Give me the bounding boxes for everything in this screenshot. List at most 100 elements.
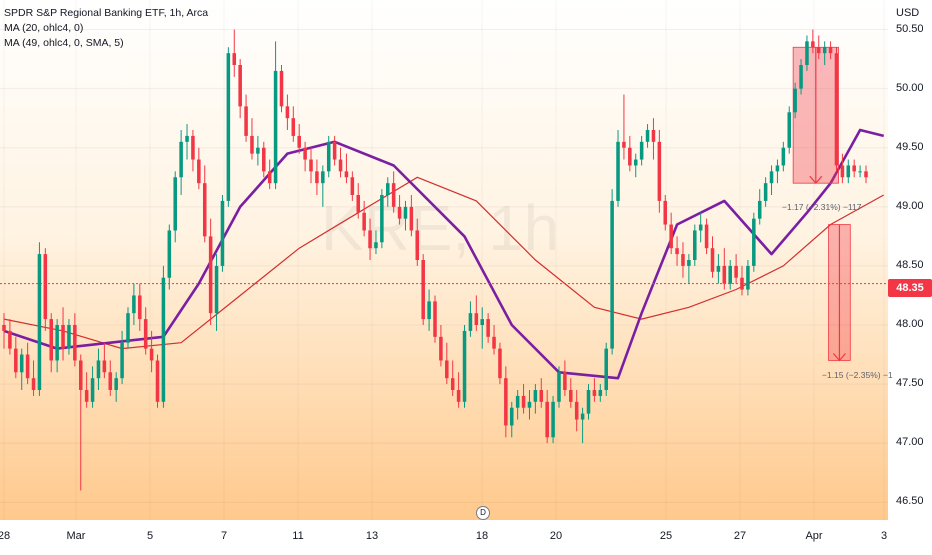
candle[interactable]: [84, 372, 89, 408]
candle[interactable]: [633, 153, 638, 178]
candle[interactable]: [515, 390, 520, 420]
dividend-marker[interactable]: D: [476, 506, 490, 520]
candle[interactable]: [480, 307, 485, 349]
candle[interactable]: [49, 313, 54, 373]
candle[interactable]: [551, 395, 555, 444]
candle[interactable]: [580, 407, 585, 444]
candle[interactable]: [504, 366, 508, 438]
candle[interactable]: [285, 94, 290, 130]
candle[interactable]: [427, 289, 431, 331]
candle[interactable]: [775, 159, 780, 184]
candle[interactable]: [734, 254, 738, 284]
candle[interactable]: [297, 124, 301, 154]
candle[interactable]: [273, 41, 278, 190]
candle[interactable]: [698, 212, 703, 243]
candle[interactable]: [350, 171, 355, 201]
candle[interactable]: [675, 236, 679, 266]
candle[interactable]: [120, 330, 124, 385]
candle[interactable]: [527, 390, 532, 420]
candle[interactable]: [73, 313, 77, 367]
candle[interactable]: [415, 218, 420, 266]
candle[interactable]: [722, 248, 727, 290]
candle[interactable]: [840, 153, 845, 184]
candle[interactable]: [716, 254, 721, 284]
candle[interactable]: [138, 283, 142, 331]
candle[interactable]: [757, 189, 762, 225]
candle[interactable]: [126, 307, 130, 349]
candle[interactable]: [728, 260, 732, 290]
candle[interactable]: [179, 130, 183, 195]
candle[interactable]: [569, 378, 573, 408]
candle[interactable]: [326, 135, 331, 178]
candle[interactable]: [291, 106, 296, 142]
candle[interactable]: [592, 378, 597, 402]
candle[interactable]: [303, 141, 307, 172]
candle[interactable]: [604, 342, 608, 396]
candle[interactable]: [132, 283, 136, 325]
candle[interactable]: [752, 212, 756, 272]
candle[interactable]: [816, 35, 821, 60]
candle[interactable]: [450, 360, 455, 396]
candle[interactable]: [161, 265, 166, 408]
candle[interactable]: [663, 195, 668, 231]
candle[interactable]: [586, 384, 591, 420]
candle[interactable]: [545, 390, 549, 444]
candle[interactable]: [864, 165, 868, 184]
candle[interactable]: [492, 325, 496, 355]
candle[interactable]: [687, 254, 691, 284]
candle[interactable]: [574, 390, 579, 432]
candle[interactable]: [445, 342, 449, 385]
candle[interactable]: [486, 313, 490, 343]
candle[interactable]: [385, 177, 390, 207]
candle[interactable]: [78, 354, 83, 491]
candle[interactable]: [462, 325, 467, 408]
candle[interactable]: [828, 41, 833, 60]
candle[interactable]: [498, 342, 502, 385]
candle[interactable]: [19, 348, 24, 390]
candle[interactable]: [616, 130, 620, 207]
candle[interactable]: [391, 171, 396, 213]
candle[interactable]: [279, 65, 284, 113]
candle[interactable]: [557, 366, 561, 408]
candle[interactable]: [657, 130, 662, 213]
candle[interactable]: [645, 124, 650, 148]
candle[interactable]: [669, 212, 673, 255]
candle[interactable]: [315, 159, 319, 195]
candle[interactable]: [509, 401, 514, 438]
candle[interactable]: [108, 360, 113, 396]
candle[interactable]: [244, 94, 248, 142]
candle[interactable]: [232, 29, 237, 77]
candle[interactable]: [846, 159, 851, 184]
candle[interactable]: [374, 230, 378, 255]
candle[interactable]: [533, 384, 538, 414]
candle[interactable]: [439, 325, 443, 367]
candle[interactable]: [805, 35, 809, 71]
candle[interactable]: [102, 342, 107, 379]
candle[interactable]: [468, 301, 473, 337]
candle[interactable]: [793, 82, 797, 119]
candle[interactable]: [834, 47, 839, 172]
candle[interactable]: [474, 295, 479, 331]
candle[interactable]: [858, 165, 862, 178]
candle[interactable]: [356, 183, 361, 219]
candle[interactable]: [262, 141, 266, 178]
candle[interactable]: [55, 319, 59, 373]
candle[interactable]: [173, 171, 177, 243]
candle[interactable]: [226, 47, 231, 207]
candle[interactable]: [598, 384, 603, 402]
candle[interactable]: [149, 330, 154, 373]
candle[interactable]: [456, 372, 461, 408]
candle[interactable]: [521, 384, 526, 414]
candle[interactable]: [267, 159, 272, 190]
candle[interactable]: [31, 360, 36, 396]
candle[interactable]: [811, 29, 815, 54]
candle[interactable]: [628, 135, 632, 172]
candle[interactable]: [651, 118, 656, 160]
candle[interactable]: [67, 319, 71, 355]
candle[interactable]: [185, 124, 189, 160]
candle[interactable]: [362, 200, 366, 237]
candle[interactable]: [321, 165, 325, 207]
candle[interactable]: [309, 147, 313, 184]
candle[interactable]: [256, 135, 260, 166]
